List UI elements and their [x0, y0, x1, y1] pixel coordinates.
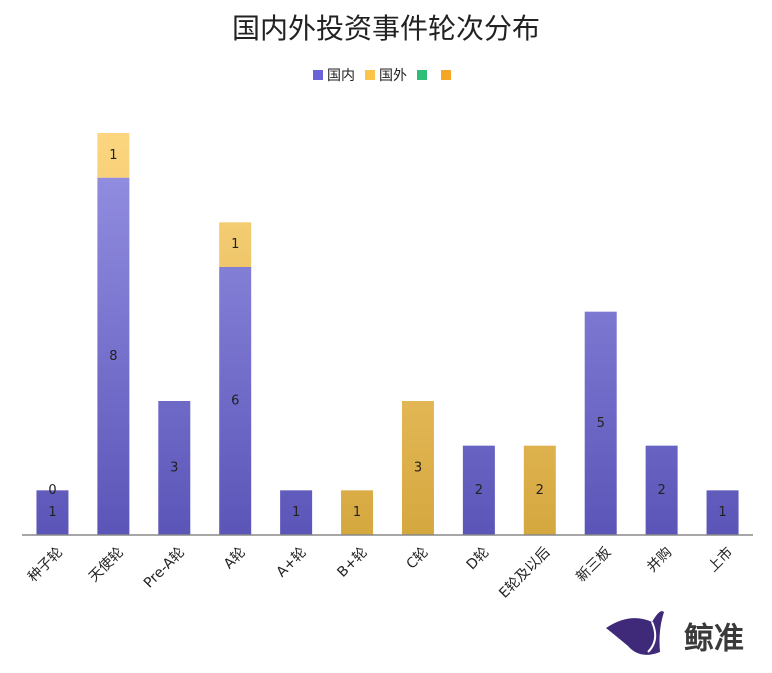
legend-label: 国内	[327, 68, 355, 84]
data-label: 2	[657, 483, 665, 498]
legend-label: 国外	[379, 68, 407, 84]
bar-segment	[36, 490, 69, 535]
data-label: 1	[353, 505, 361, 520]
data-label: 2	[475, 483, 483, 498]
x-tick-label: 新三板	[573, 544, 614, 585]
x-tick-label: 天使轮	[85, 544, 127, 586]
legend-swatch	[417, 70, 427, 80]
data-label: 1	[48, 505, 56, 520]
x-tick-label: D轮	[464, 544, 493, 573]
bar-segment	[219, 267, 252, 535]
x-tick-label: C轮	[403, 544, 431, 572]
bar-segment	[523, 445, 556, 535]
data-label: 8	[109, 349, 117, 364]
x-tick-label: A+轮	[273, 544, 309, 580]
bar-segment	[584, 311, 617, 535]
bar-segment	[645, 445, 678, 535]
bar-segment	[280, 490, 313, 535]
chart-title: 国内外投资事件轮次分布	[232, 12, 540, 45]
bar-segment	[462, 445, 495, 535]
legend-swatch	[441, 70, 451, 80]
data-label: 3	[170, 461, 178, 476]
data-label: 1	[109, 148, 117, 163]
x-tick-label: E轮及以后	[496, 544, 553, 601]
legend-swatch	[365, 70, 375, 80]
watermark: 鲸准	[684, 622, 744, 657]
data-label: 5	[597, 416, 605, 431]
data-label: 2	[536, 483, 544, 498]
bar-segment	[401, 401, 434, 535]
bar-segment	[158, 401, 191, 535]
logo: 鲸准	[606, 611, 744, 657]
bar-segment	[219, 222, 252, 267]
data-label: 1	[292, 505, 300, 520]
data-label: 1	[718, 505, 726, 520]
x-tick-label: 并购	[644, 544, 675, 575]
whale-icon	[606, 611, 664, 655]
data-label: 0	[48, 483, 56, 498]
data-label: 3	[414, 461, 422, 476]
bar-segment	[97, 177, 130, 535]
whale-detail	[647, 621, 657, 653]
x-tick-label: A轮	[221, 544, 249, 572]
x-tick-label: 种子轮	[25, 544, 66, 585]
legend-swatch	[313, 70, 323, 80]
data-label: 6	[231, 394, 239, 409]
x-tick-label: B+轮	[334, 544, 370, 580]
x-tick-label: 上市	[704, 544, 736, 576]
bar-segment	[97, 133, 130, 178]
bar-segment	[341, 490, 374, 535]
bar-segment	[706, 490, 739, 535]
x-tick-label: Pre-A轮	[141, 544, 188, 591]
data-label: 1	[231, 237, 239, 252]
